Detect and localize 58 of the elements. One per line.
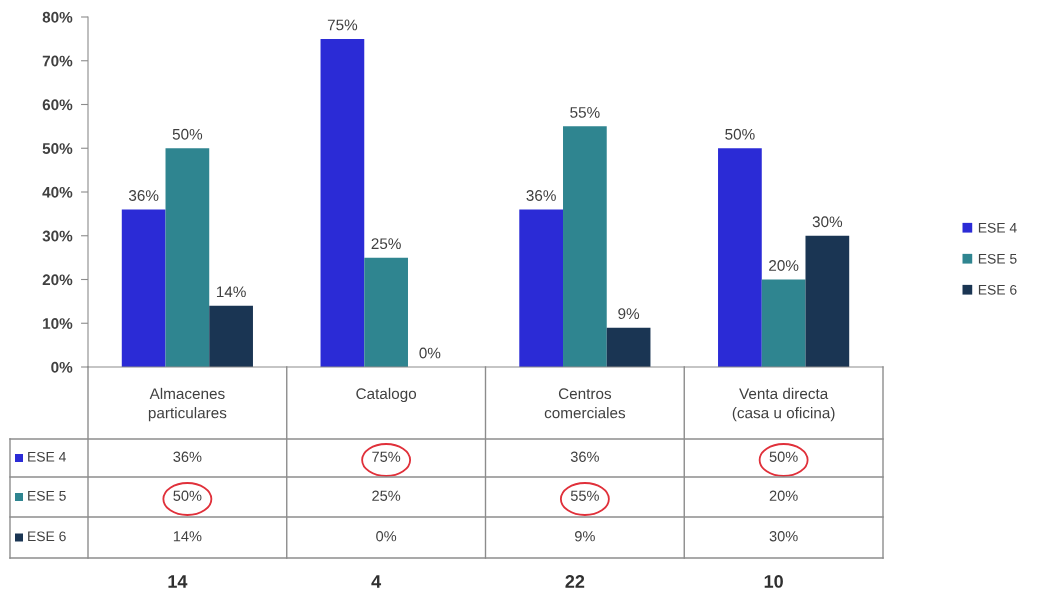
y-tick-label: 20% <box>42 274 73 286</box>
data-label: 36% <box>173 451 202 462</box>
legend-label: ESE 6 <box>978 284 1017 295</box>
bar <box>761 279 806 367</box>
bar <box>209 305 253 367</box>
y-tick-label: 0% <box>51 361 73 373</box>
y-tick-label: 80% <box>42 11 73 23</box>
bar <box>563 126 607 367</box>
data-label: 30% <box>769 531 798 542</box>
data-label: 0% <box>376 531 397 542</box>
bar <box>320 38 365 367</box>
bar <box>718 148 762 367</box>
text: 30% <box>812 216 843 228</box>
x-tick-label: Catalogo <box>356 387 417 403</box>
text: 25% <box>371 238 401 250</box>
data-label: 14% <box>173 531 202 542</box>
data-label: 50% <box>769 451 798 462</box>
y-tick-label: 30% <box>42 230 73 242</box>
text: 4 <box>371 575 382 588</box>
x-tick-label: Centros comerciales <box>544 388 626 419</box>
text: 10 <box>764 575 783 588</box>
bar <box>805 235 850 367</box>
bar <box>165 148 210 367</box>
y-tick-label: 60% <box>42 99 73 111</box>
text: 22 <box>565 575 585 588</box>
text: ESE 6 <box>28 531 66 542</box>
data-label: 50% <box>173 490 202 501</box>
text: 9% <box>618 308 640 320</box>
data-label: 36% <box>570 451 599 462</box>
text: 36% <box>128 190 159 201</box>
text: 0% <box>419 347 441 359</box>
text: 14% <box>216 286 246 298</box>
data-label: 55% <box>570 490 599 501</box>
text: 55% <box>570 107 600 118</box>
text: 50% <box>725 128 755 140</box>
text: 75% <box>327 19 358 31</box>
text: ESE 5 <box>978 253 1017 264</box>
bar <box>519 209 564 367</box>
bar <box>121 209 166 367</box>
x-tick-label: Venta directa (casa u oficina) <box>732 387 835 422</box>
y-tick-label: 50% <box>42 143 73 154</box>
bar <box>606 327 651 367</box>
x-tick-label: Almacenes particulares <box>148 387 227 422</box>
text: 50% <box>172 128 203 140</box>
data-label: 20% <box>769 490 798 501</box>
text: 20% <box>769 260 799 271</box>
y-tick-label: 70% <box>42 55 73 67</box>
y-tick-label: 40% <box>42 186 73 198</box>
legend-label: ESE 4 <box>28 451 66 462</box>
text: ESE 4 <box>978 222 1017 233</box>
text: 14 <box>168 575 188 588</box>
y-tick-label: 10% <box>43 318 73 329</box>
data-label: 75% <box>372 451 401 462</box>
legend-label: ESE 5 <box>28 490 66 501</box>
bar <box>364 257 408 367</box>
data-label: 25% <box>372 490 401 501</box>
text: 36% <box>526 190 556 201</box>
data-label: 9% <box>575 531 595 542</box>
